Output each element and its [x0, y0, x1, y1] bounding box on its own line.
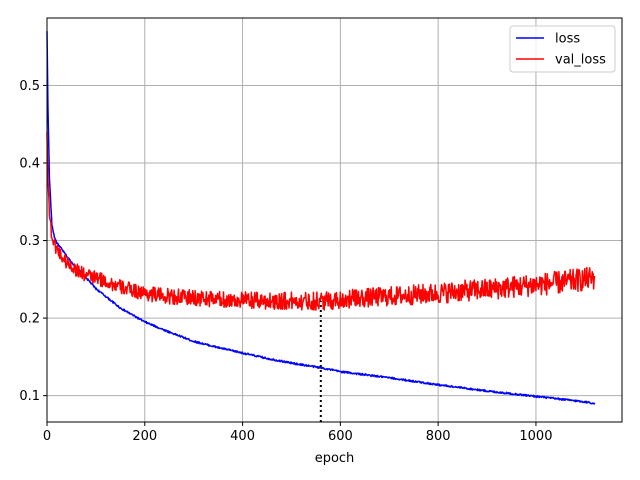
x-tick-label: 0: [43, 429, 51, 444]
y-tick-label: 0.5: [19, 79, 40, 94]
tick-layer: 0 200 400 600 800 1000 0.1 0.2 0.3 0.4 0.5: [19, 79, 552, 444]
plot-frame: [46, 17, 623, 423]
y-tick-label: 0.3: [19, 234, 40, 249]
y-tick-label: 0.2: [19, 312, 40, 327]
legend-label-val_loss: val_loss: [555, 53, 606, 68]
series-layer: [46, 31, 596, 405]
series-line-loss: [46, 31, 596, 405]
x-tick-label: 1000: [519, 429, 552, 444]
x-tick-label: 800: [426, 429, 451, 444]
y-tick-label: 0.1: [19, 389, 40, 404]
x-tick-label: 200: [132, 429, 157, 444]
grid: [46, 18, 622, 422]
series-line-val_loss: [46, 131, 596, 311]
x-axis-label: epoch: [315, 451, 355, 466]
legend: loss val_loss: [509, 25, 616, 73]
x-tick-label: 400: [230, 429, 255, 444]
y-tick-label: 0.4: [19, 157, 40, 172]
x-tick-label: 600: [328, 429, 353, 444]
legend-label-loss: loss: [555, 32, 580, 47]
